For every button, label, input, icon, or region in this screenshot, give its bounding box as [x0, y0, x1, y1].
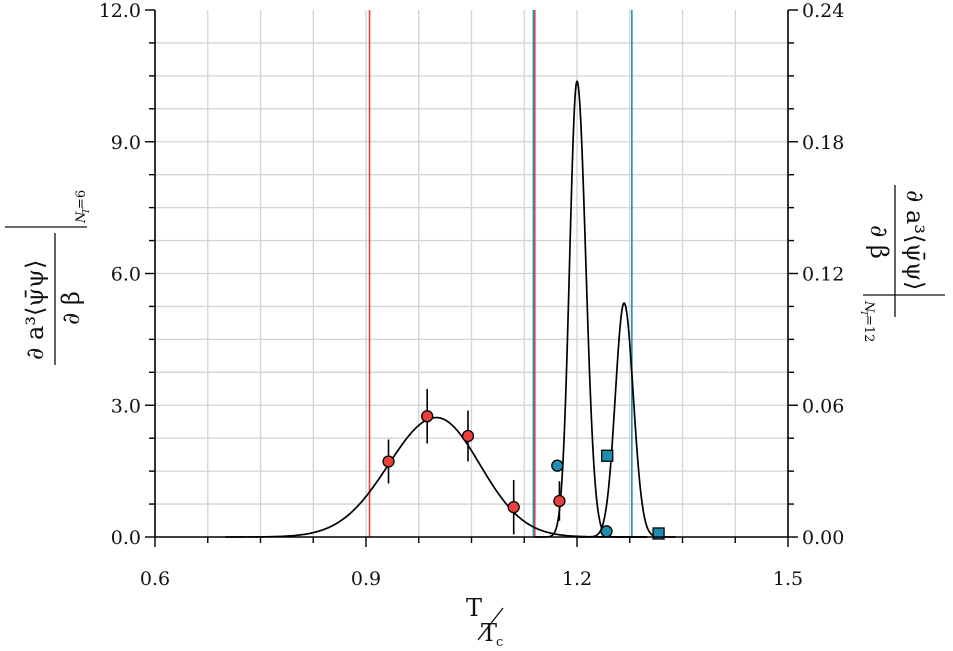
data-point-circle	[461, 429, 475, 443]
y-right-title-den: ∂ β	[865, 225, 893, 259]
y-right-tick-label: 0.18	[802, 132, 844, 154]
y-right-tick-label: 0.00	[802, 527, 844, 549]
fit-curve	[225, 416, 648, 538]
x-tick-label: 1.2	[562, 568, 592, 590]
x-axis-title-den-sub: c	[496, 635, 503, 650]
data-point-circle	[421, 410, 434, 423]
data-point-circle	[553, 494, 566, 508]
x-tick-label: 0.9	[351, 568, 381, 590]
data-point-circle	[600, 525, 613, 538]
y-right-title-sub-n: N	[861, 300, 876, 313]
y-right-title-sub-t: T	[858, 310, 868, 317]
data-point-square	[601, 449, 614, 462]
y-right-tick-label: 0.06	[802, 395, 844, 417]
y-right-axis-title: ∂ a³⟨ψ̄ψ⟩ ∂ β N T =12	[858, 185, 945, 342]
y-right-title-sub-val: =12	[861, 315, 876, 342]
y-right-title-num: ∂ a³⟨ψ̄ψ⟩	[901, 190, 929, 290]
grid	[155, 10, 788, 537]
x-axis-title: T T c	[466, 594, 504, 650]
y-right-tick-label: 0.24	[802, 0, 844, 22]
tick-labels: 0.0 3.0 6.0 9.0 12.0 0.00 0.06 0.12 0.18 0.24 0.6 0…	[99, 0, 845, 590]
x-axis-title-den: T	[481, 619, 497, 647]
axes	[145, 9, 798, 547]
y-left-tick-label: 0.0	[111, 527, 141, 549]
y-left-axis-title: ∂ a³⟨ψ̄ψ⟩ ∂ β N T =6	[5, 190, 92, 365]
x-axis-title-slash	[477, 607, 504, 641]
y-left-title-den: ∂ β	[57, 291, 85, 325]
y-left-title-sub-val: =6	[74, 190, 89, 209]
x-tick-label: 0.6	[140, 568, 170, 590]
data-point-square	[652, 527, 665, 540]
x-tick-label: 1.5	[773, 568, 803, 590]
y-right-tick-label: 0.12	[802, 264, 844, 286]
y-left-title-sub-n: N	[74, 211, 89, 224]
y-left-tick-label: 6.0	[111, 264, 141, 286]
y-left-tick-label: 3.0	[111, 395, 141, 417]
fit-curves	[225, 80, 676, 538]
x-axis-title-num: T	[466, 594, 482, 622]
fit-curve	[534, 80, 648, 538]
y-left-title-num: ∂ a³⟨ψ̄ψ⟩	[21, 260, 49, 360]
y-left-title-sub-t: T	[82, 207, 92, 214]
vertical-lines	[368, 10, 633, 537]
y-left-tick-label: 12.0	[99, 0, 141, 22]
data-markers	[382, 389, 665, 540]
data-point-circle	[507, 500, 520, 514]
data-point-circle	[382, 455, 395, 468]
y-left-tick-label: 9.0	[111, 132, 141, 154]
data-point-circle	[551, 459, 564, 472]
